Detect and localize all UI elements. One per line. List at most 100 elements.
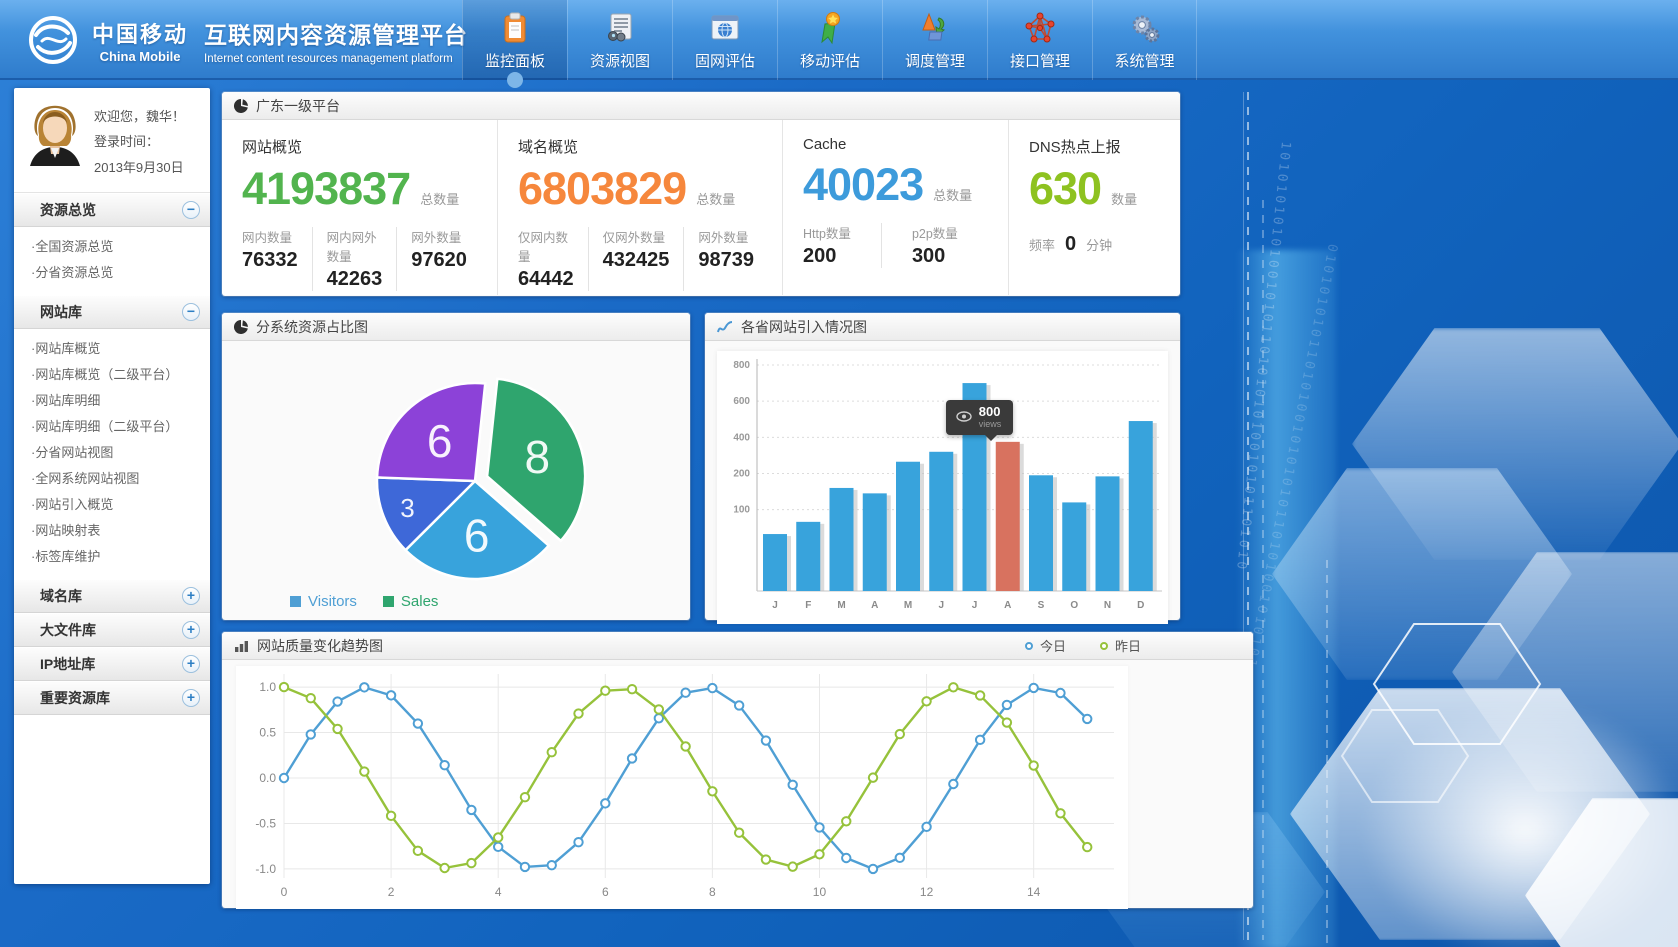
pie-legend: Visitors Sales	[290, 593, 438, 610]
stat-sub: 网内数量 76332	[242, 227, 312, 291]
sidebar-section-domain-library[interactable]: 域名库 +	[14, 579, 210, 614]
svg-text:J: J	[772, 600, 778, 611]
sidebar-section-key-resources[interactable]: 重要资源库 +	[14, 681, 210, 716]
dns-frequency-row: 频率 0 分钟	[1029, 233, 1162, 256]
pie-icon	[234, 98, 248, 113]
gears-icon	[1132, 15, 1159, 42]
stat-title: 网站概览	[242, 139, 303, 156]
sub-value: 98739	[698, 249, 754, 271]
stat-sub: p2p数量 300	[880, 223, 972, 268]
svg-text:N: N	[1104, 600, 1111, 611]
stat-unit: 数量	[1111, 192, 1138, 207]
svg-text:J: J	[938, 600, 944, 611]
svg-text:S: S	[1038, 600, 1045, 611]
sidebar-item-province-resources[interactable]: ·分省资源总览	[31, 265, 114, 281]
expand-icon[interactable]: +	[182, 621, 200, 640]
svg-text:6: 6	[602, 885, 609, 899]
nav-item-interface-mgmt[interactable]: 接口管理	[987, 0, 1092, 80]
sub-label: 仅网外数量	[602, 231, 666, 245]
stat-card-cache: Cache 40023 总数量 Http数量 200 p2p数量 300	[782, 120, 1008, 295]
expand-icon[interactable]: +	[182, 655, 200, 674]
panel-header: 分系统资源占比图	[222, 313, 690, 341]
line-chart-area: 0 2 4 6 8 10 12 14 1.0 0.5 0.0 -0.5 -1.0	[222, 660, 1253, 909]
svg-text:2: 2	[388, 885, 395, 899]
legend-item-today[interactable]: 今日	[1024, 636, 1066, 655]
collapse-icon[interactable]: −	[182, 303, 200, 322]
stats-cards: 网站概览 4193837 总数量 网内数量 76332 网内网外数量 42263	[222, 120, 1180, 295]
sidebar-item-site-overview-l2[interactable]: ·网站库概览（二级平台）	[31, 367, 179, 383]
nav-item-monitor-dashboard[interactable]: 监控面板	[462, 0, 567, 80]
sidebar-section-bigfile-library[interactable]: 大文件库 +	[14, 613, 210, 648]
svg-text:12: 12	[920, 885, 934, 899]
bar-chart[interactable]: 100 200 400 600 800 J F M A M J J A S O N D	[717, 351, 1166, 619]
clipboard-icon	[504, 12, 526, 42]
background-dashed-line	[1326, 560, 1328, 947]
freq-label: 频率	[1029, 238, 1056, 253]
bar-chart-icon	[235, 640, 248, 652]
background-dashed-line	[1247, 92, 1249, 940]
sub-value: 432425	[602, 249, 670, 271]
nav-item-resource-view[interactable]: 资源视图	[567, 0, 672, 80]
stat-sub: 仅网外数量 432425	[587, 227, 684, 291]
expand-icon[interactable]: +	[182, 587, 200, 606]
collapse-icon[interactable]: −	[182, 201, 200, 220]
stat-card-website: 网站概览 4193837 总数量 网内数量 76332 网内网外数量 42263	[222, 120, 497, 295]
sidebar-item-tag-library[interactable]: ·标签库维护	[31, 549, 101, 565]
nav-item-system-mgmt[interactable]: 系统管理	[1092, 0, 1197, 80]
legend-item-sales[interactable]: Sales	[382, 593, 438, 610]
sidebar-item-site-detail[interactable]: ·网站库明细	[31, 393, 101, 409]
sidebar-section-resource-overview[interactable]: 资源总览 −	[14, 193, 210, 228]
sidebar-item-national-resources[interactable]: ·全国资源总览	[31, 239, 114, 255]
login-time-label: 登录时间：	[94, 134, 160, 150]
line-chart[interactable]: 0 2 4 6 8 10 12 14 1.0 0.5 0.0 -0.5 -1.0	[236, 666, 1128, 904]
sidebar-item-site-overview[interactable]: ·网站库概览	[31, 341, 101, 357]
sub-value: 76332	[242, 249, 298, 271]
svg-text:D: D	[1137, 600, 1144, 611]
sidebar-section-website-library[interactable]: 网站库 −	[14, 295, 210, 330]
sub-value: 64442	[518, 268, 574, 290]
platform-subtitle: Internet content resources management pl…	[204, 52, 453, 65]
stat-sub: 仅网内数量 64442	[518, 227, 588, 291]
nav-item-dispatch-mgmt[interactable]: 调度管理	[882, 0, 987, 80]
nav-item-mobile-eval[interactable]: 移动评估	[777, 0, 882, 80]
sidebar-item-network-site-view[interactable]: ·全网系统网站视图	[31, 471, 140, 487]
sidebar-item-province-site-view[interactable]: ·分省网站视图	[31, 445, 114, 461]
svg-text:800: 800	[733, 360, 750, 371]
svg-text:200: 200	[733, 468, 750, 479]
network-nodes-icon	[1025, 12, 1055, 42]
tooltip-value: 800	[978, 403, 1001, 419]
sidebar-item-site-mapping-table[interactable]: ·网站映射表	[31, 523, 101, 539]
section-items: ·网站库概览 ·网站库概览（二级平台） ·网站库明细 ·网站库明细（二级平台） …	[14, 329, 210, 579]
award-ribbon-icon	[821, 11, 840, 44]
svg-text:M: M	[904, 600, 912, 611]
sidebar: 欢迎您，魏华！ 登录时间： 2013年9月30日 资源总览 − ·全国资源总览 …	[14, 88, 210, 884]
sub-label: p2p数量	[911, 227, 958, 241]
sidebar-item-site-import-overview[interactable]: ·网站引入概览	[31, 497, 114, 513]
bar-tooltip: 800 views	[945, 399, 1014, 442]
freq-value: 0	[1065, 233, 1077, 255]
legend-item-yesterday[interactable]: 昨日	[1099, 636, 1141, 655]
nav-item-fixed-network-eval[interactable]: 固网评估	[672, 0, 777, 80]
panel-title: 各省网站引入情况图	[741, 318, 867, 335]
legend-item-visitors[interactable]: Visitors	[290, 593, 357, 610]
nav-label: 监控面板	[484, 52, 545, 70]
svg-text:0.5: 0.5	[259, 726, 276, 740]
svg-text:1.0: 1.0	[259, 680, 276, 694]
svg-text:6: 6	[427, 415, 453, 467]
sidebar-item-site-detail-l2[interactable]: ·网站库明细（二级平台）	[31, 419, 179, 435]
sub-value: 200	[803, 245, 837, 267]
expand-icon[interactable]: +	[182, 689, 200, 708]
nav-label: 系统管理	[1114, 52, 1175, 70]
resource-view-icon	[608, 13, 632, 41]
legend-label: 今日	[1039, 639, 1066, 654]
stat-value: 6803829	[518, 163, 687, 214]
section-label: 域名库	[40, 588, 82, 605]
globe-window-icon	[711, 15, 739, 39]
sub-label: 网外数量	[411, 231, 462, 245]
sidebar-section-ip-library[interactable]: IP地址库 +	[14, 647, 210, 682]
stat-sub: Http数量 200	[803, 223, 881, 268]
stat-sub: 网内网外数量 42263	[311, 227, 397, 291]
background-hexagon-outline	[1372, 623, 1542, 745]
